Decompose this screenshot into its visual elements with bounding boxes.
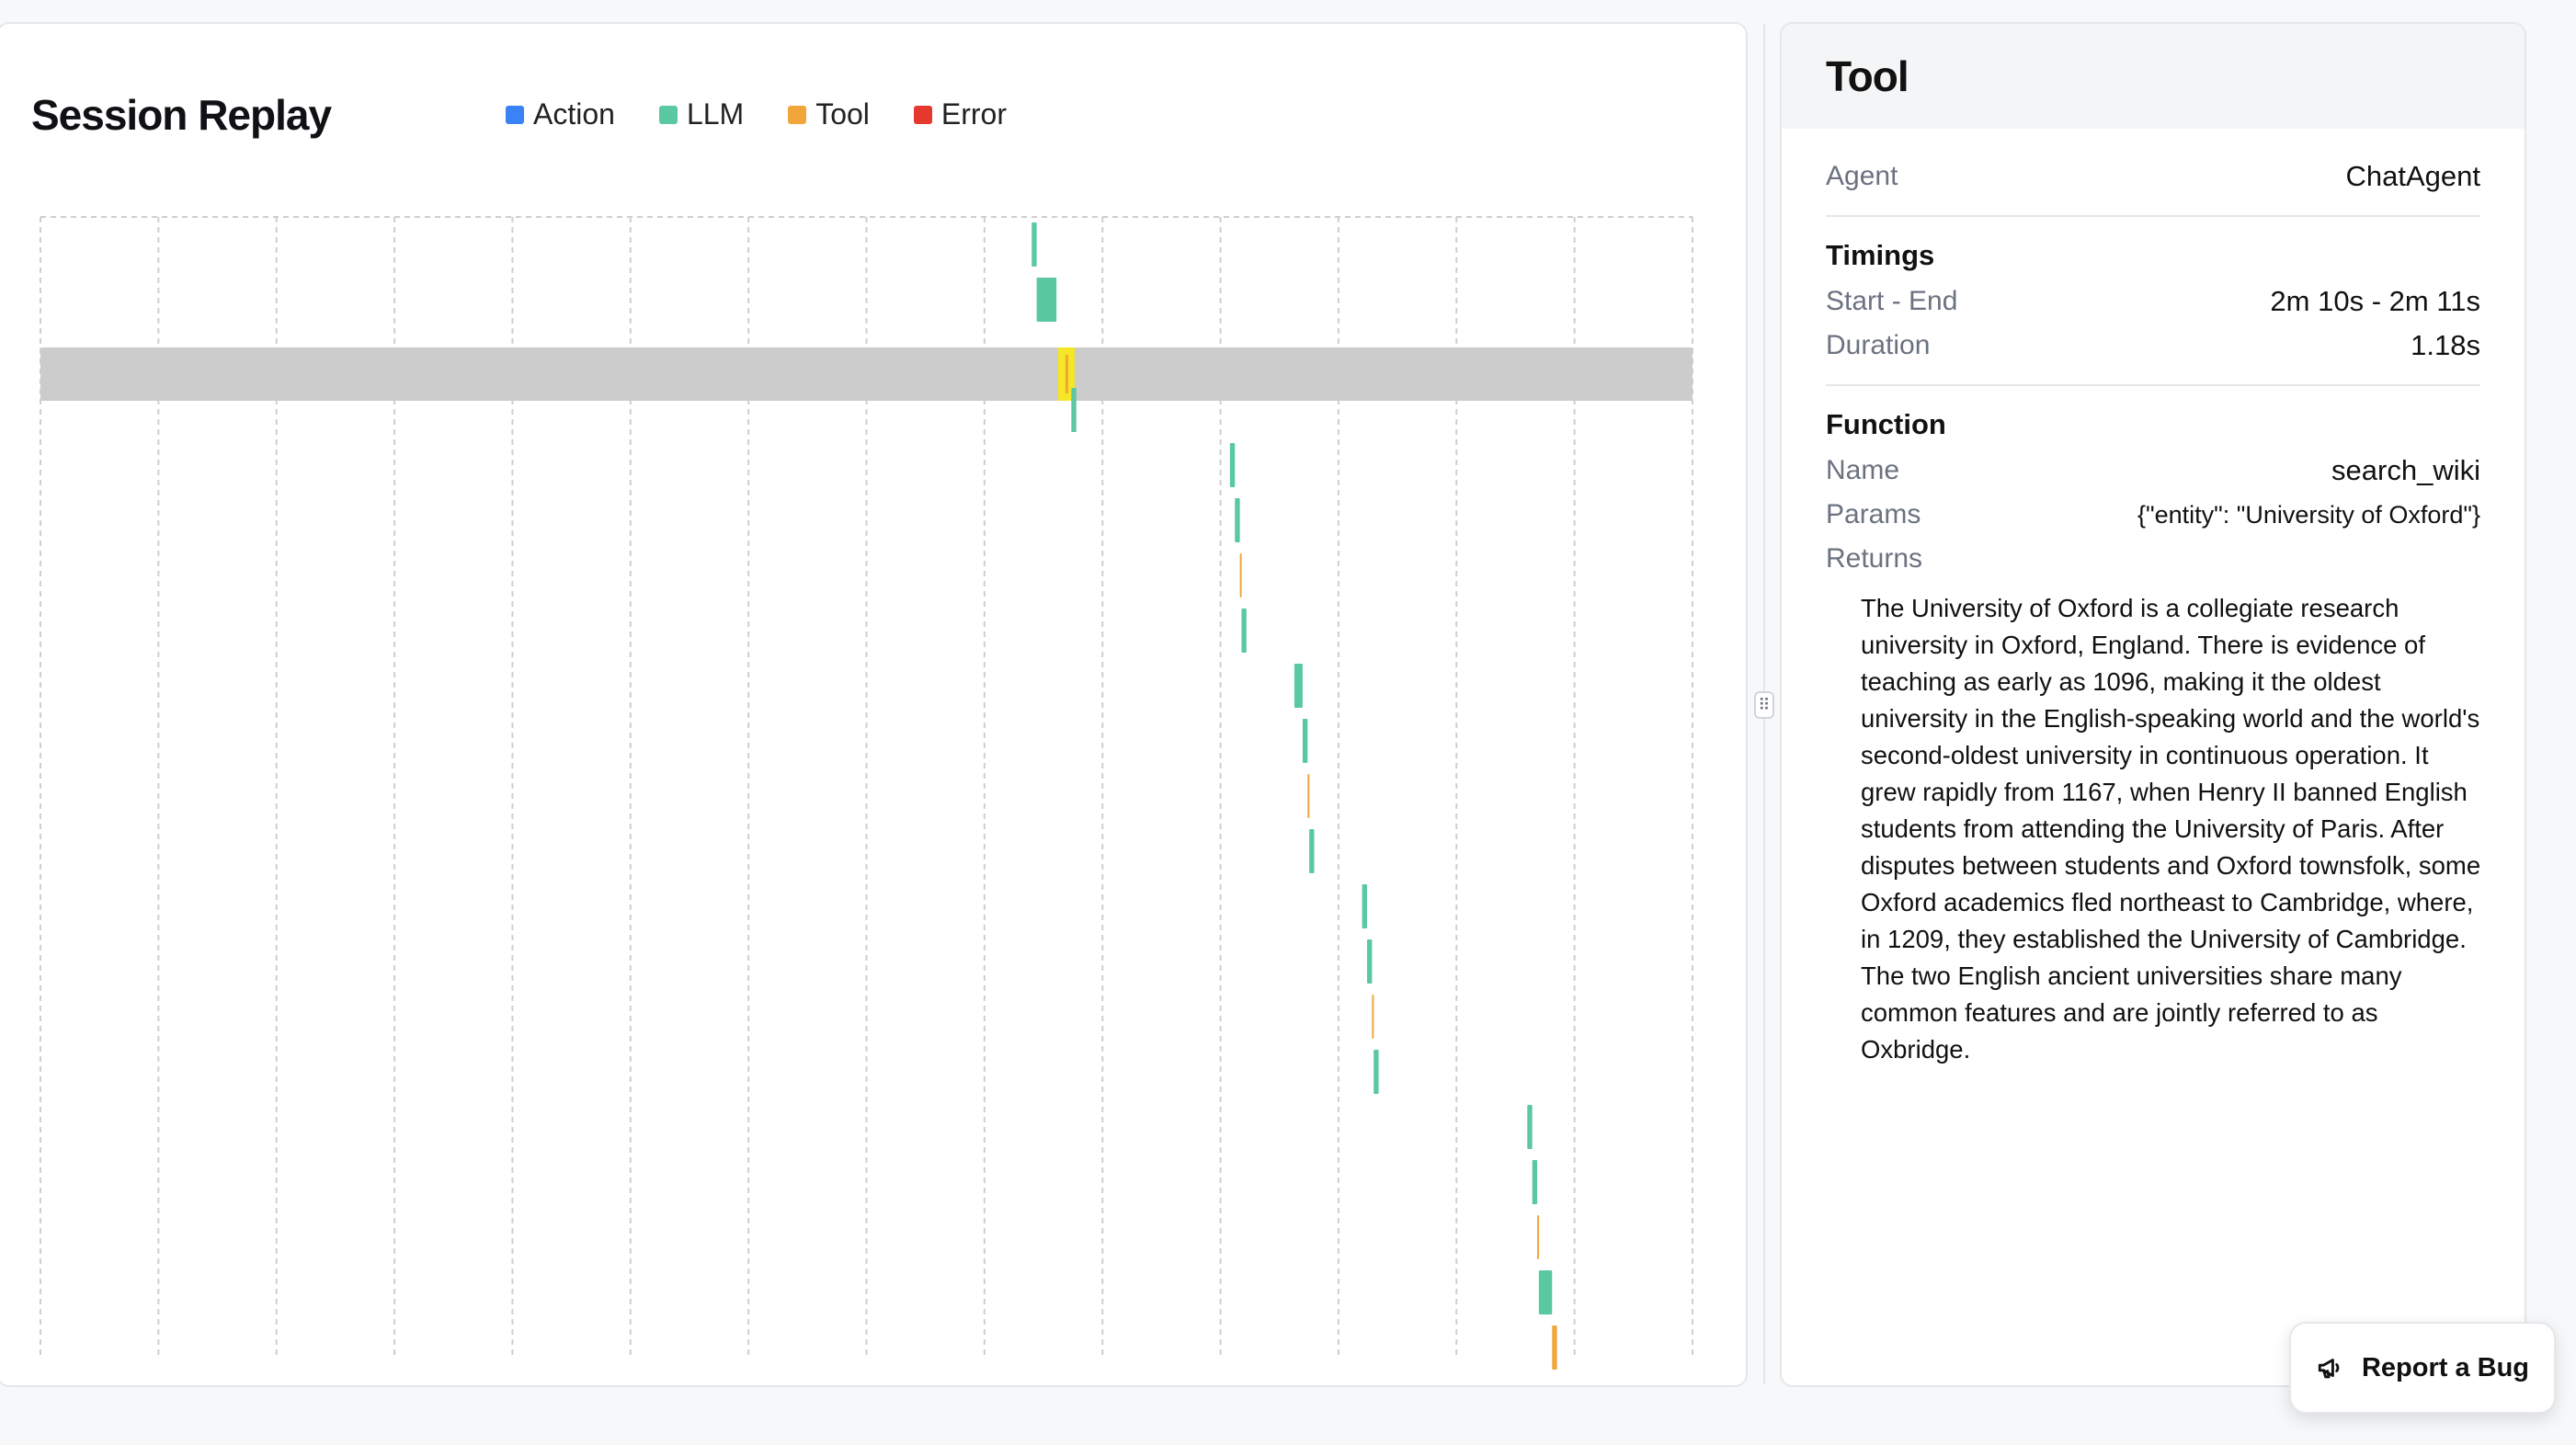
event-bar-selected-inner bbox=[1065, 355, 1068, 393]
start-end-row: Start - End 2m 10s - 2m 11s bbox=[1826, 279, 2480, 324]
legend: Action LLM Tool Error bbox=[506, 97, 1051, 131]
session-replay-panel: Session Replay Action LLM Tool Error bbox=[0, 22, 1748, 1387]
event-bar-llm[interactable] bbox=[1229, 443, 1236, 487]
selected-row-highlight bbox=[40, 347, 1693, 401]
legend-swatch-action bbox=[506, 105, 524, 124]
legend-label-tool: Tool bbox=[815, 97, 870, 131]
event-bar-llm[interactable] bbox=[1235, 498, 1240, 542]
legend-item-action: Action bbox=[506, 97, 615, 131]
event-bar-llm[interactable] bbox=[1366, 939, 1373, 984]
event-bar-llm[interactable] bbox=[1538, 1270, 1553, 1314]
agent-label: Agent bbox=[1826, 161, 1898, 191]
event-bar-tool[interactable] bbox=[1552, 1326, 1557, 1370]
legend-item-tool: Tool bbox=[788, 97, 870, 131]
report-bug-label: Report a Bug bbox=[2361, 1352, 2530, 1382]
duration-label: Duration bbox=[1826, 330, 1931, 360]
name-label: Name bbox=[1826, 455, 1900, 485]
megaphone-icon bbox=[2318, 1359, 2340, 1379]
name-row: Name search_wiki bbox=[1826, 449, 2480, 493]
section-divider bbox=[1826, 215, 2480, 217]
event-bar-llm[interactable] bbox=[1362, 884, 1367, 928]
event-bar-llm[interactable] bbox=[1032, 222, 1037, 267]
session-replay-title: Session Replay bbox=[31, 91, 332, 139]
returns-label: Returns bbox=[1826, 543, 1923, 574]
agent-value: ChatAgent bbox=[2345, 160, 2481, 192]
params-value: {"entity": "University of Oxford"} bbox=[2137, 500, 2480, 529]
event-bar-llm[interactable] bbox=[1527, 1105, 1533, 1149]
duration-row: Duration 1.18s bbox=[1826, 324, 2480, 368]
returns-row: Returns bbox=[1826, 537, 2480, 581]
event-bar-llm[interactable] bbox=[1309, 829, 1315, 873]
legend-swatch-error bbox=[913, 105, 932, 124]
returns-value: The University of Oxford is a collegiate… bbox=[1861, 594, 2481, 1064]
event-bar-llm[interactable] bbox=[1373, 1050, 1379, 1094]
details-body: Agent ChatAgent Timings Start - End 2m 1… bbox=[1782, 129, 2525, 1068]
event-bar-tool[interactable] bbox=[1372, 995, 1374, 1039]
event-bar-tool[interactable] bbox=[1537, 1215, 1540, 1259]
params-row: Params {"entity": "University of Oxford"… bbox=[1826, 493, 2480, 537]
event-bar-llm[interactable] bbox=[1532, 1160, 1538, 1204]
legend-swatch-tool bbox=[788, 105, 807, 124]
drag-handle-icon: ⠿ bbox=[1758, 696, 1771, 714]
legend-swatch-llm bbox=[658, 105, 678, 124]
legend-item-error: Error bbox=[913, 97, 1007, 131]
details-title: Tool bbox=[1826, 52, 1909, 100]
event-bar-llm[interactable] bbox=[1241, 609, 1247, 653]
details-panel: Tool Agent ChatAgent Timings Start - End… bbox=[1780, 22, 2526, 1387]
event-bar-llm[interactable] bbox=[1294, 664, 1303, 708]
legend-label-action: Action bbox=[533, 97, 615, 131]
event-bar-tool[interactable] bbox=[1239, 553, 1242, 597]
start-end-label: Start - End bbox=[1826, 286, 1958, 316]
event-bar-llm[interactable] bbox=[1071, 388, 1077, 432]
resize-handle[interactable]: ⠿ bbox=[1754, 691, 1774, 719]
start-end-value: 2m 10s - 2m 11s bbox=[2270, 285, 2480, 317]
event-bar-tool[interactable] bbox=[1307, 774, 1310, 818]
name-value: search_wiki bbox=[2331, 454, 2480, 486]
agent-row: Agent ChatAgent bbox=[1826, 154, 2480, 199]
legend-item-llm: LLM bbox=[658, 97, 745, 131]
event-bar-llm[interactable] bbox=[1302, 719, 1308, 763]
section-divider bbox=[1826, 384, 2480, 386]
legend-label-error: Error bbox=[940, 97, 1007, 131]
details-header: Tool bbox=[1782, 24, 2525, 129]
duration-value: 1.18s bbox=[2411, 329, 2480, 361]
legend-label-llm: LLM bbox=[686, 97, 745, 131]
function-title: Function bbox=[1826, 408, 1946, 440]
event-bar-llm[interactable] bbox=[1036, 278, 1057, 322]
timings-title: Timings bbox=[1826, 239, 1935, 271]
report-bug-button[interactable]: Report a Bug bbox=[2289, 1322, 2556, 1414]
params-label: Params bbox=[1826, 499, 1921, 529]
timeline-chart[interactable] bbox=[0, 24, 1750, 1389]
